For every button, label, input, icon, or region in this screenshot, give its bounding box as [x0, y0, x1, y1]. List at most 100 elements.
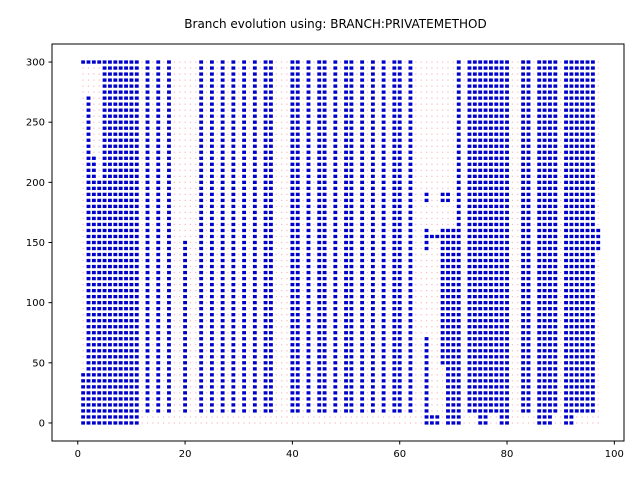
- uncovered-point-1575: [216, 121, 218, 123]
- covered-point-4767: [499, 367, 504, 371]
- covered-point-2152: [269, 319, 273, 323]
- uncovered-point-1247: [189, 259, 192, 262]
- covered-point-4595: [483, 301, 488, 305]
- covered-point-1184: [183, 270, 187, 275]
- covered-point-2800: [322, 90, 327, 94]
- covered-point-1637: [220, 114, 225, 118]
- covered-point-3297: [370, 403, 375, 407]
- uncovered-point-1775: [238, 386, 240, 388]
- covered-point-1472: [209, 373, 214, 377]
- uncovered-point-1283: [195, 410, 197, 412]
- uncovered-point-3717: [404, 79, 406, 81]
- uncovered-point-710: [141, 187, 143, 189]
- covered-point-3352: [370, 72, 375, 76]
- covered-point-639: [134, 246, 139, 251]
- covered-point-1012: [167, 204, 171, 209]
- covered-point-4589: [483, 337, 488, 341]
- covered-point-4710: [494, 343, 499, 347]
- uncovered-point-835: [152, 169, 154, 171]
- covered-point-4477: [472, 276, 477, 281]
- covered-point-2904: [333, 198, 338, 203]
- uncovered-point-4939: [511, 67, 513, 69]
- covered-point-4715: [494, 313, 499, 317]
- uncovered-point-3497: [388, 302, 390, 304]
- uncovered-point-4143: [442, 85, 444, 87]
- covered-point-1591: [220, 391, 225, 395]
- uncovered-point-2810: [329, 398, 331, 400]
- uncovered-point-1319: [195, 193, 197, 195]
- covered-point-761: [145, 246, 150, 251]
- covered-point-65: [86, 397, 91, 401]
- uncovered-point-4385: [463, 97, 465, 99]
- uncovered-point-2841: [329, 211, 331, 214]
- covered-point-2784: [322, 186, 327, 191]
- uncovered-point-4373: [463, 169, 465, 171]
- uncovered-point-4348: [463, 320, 465, 322]
- uncovered-point-3855: [420, 350, 422, 352]
- covered-point-4125: [440, 192, 445, 197]
- uncovered-point-927: [163, 350, 165, 352]
- covered-point-4754: [494, 78, 499, 82]
- uncovered-point-1147: [179, 127, 181, 129]
- uncovered-point-2207: [275, 356, 277, 358]
- uncovered-point-938: [163, 284, 165, 286]
- covered-point-4290: [456, 301, 461, 305]
- uncovered-point-707: [141, 205, 143, 208]
- covered-point-4527: [478, 343, 483, 347]
- uncovered-point-818: [152, 271, 154, 274]
- uncovered-point-3151: [356, 181, 358, 183]
- uncovered-point-4021: [431, 85, 433, 87]
- covered-point-2416: [290, 198, 295, 203]
- covered-point-4318: [456, 132, 461, 136]
- covered-point-290: [102, 144, 107, 148]
- uncovered-point-3878: [420, 211, 422, 214]
- uncovered-point-921: [163, 386, 165, 388]
- covered-point-1389: [199, 138, 204, 142]
- covered-point-2429: [290, 120, 295, 124]
- covered-point-1715: [231, 379, 236, 383]
- uncovered-point-934: [163, 308, 165, 310]
- covered-point-261: [102, 319, 107, 323]
- covered-point-1618: [220, 228, 225, 233]
- covered-point-1390: [199, 132, 204, 136]
- uncovered-point-1673: [227, 265, 229, 268]
- covered-point-4304: [456, 216, 461, 221]
- uncovered-point-4979: [517, 193, 519, 195]
- covered-point-3108: [349, 72, 354, 76]
- covered-point-3063: [349, 343, 354, 347]
- covered-point-1971: [252, 307, 257, 311]
- uncovered-point-671: [141, 422, 143, 424]
- uncovered-point-4392: [468, 422, 471, 424]
- uncovered-point-176: [93, 97, 95, 99]
- covered-point-297: [102, 102, 107, 106]
- covered-point-4213: [451, 397, 456, 401]
- covered-point-650: [134, 180, 139, 184]
- uncovered-point-4002: [431, 199, 433, 201]
- covered-point-166: [91, 156, 96, 160]
- covered-point-2584: [306, 288, 311, 293]
- covered-point-2869: [333, 409, 338, 413]
- uncovered-point-2528: [302, 259, 304, 262]
- covered-point-3469: [381, 102, 386, 106]
- covered-point-4859: [505, 180, 509, 184]
- covered-point-3232: [360, 60, 365, 64]
- covered-point-4666: [489, 240, 493, 245]
- covered-point-4450: [467, 72, 472, 76]
- uncovered-point-2351: [286, 223, 288, 226]
- covered-point-255: [102, 355, 107, 359]
- covered-point-909: [156, 90, 161, 94]
- uncovered-point-4038: [436, 350, 438, 352]
- covered-point-158: [91, 204, 96, 209]
- covered-point-996: [167, 301, 171, 305]
- covered-point-2421: [290, 168, 295, 172]
- uncovered-point-2346: [286, 253, 288, 256]
- covered-point-4558: [478, 156, 483, 160]
- covered-point-3353: [370, 66, 375, 70]
- uncovered-point-726: [141, 91, 143, 93]
- covered-point-4774: [499, 325, 504, 329]
- uncovered-point-1238: [189, 314, 192, 316]
- covered-point-3584: [392, 144, 397, 148]
- uncovered-point-1309: [195, 253, 197, 256]
- covered-point-1621: [220, 210, 225, 215]
- covered-point-2786: [322, 174, 327, 178]
